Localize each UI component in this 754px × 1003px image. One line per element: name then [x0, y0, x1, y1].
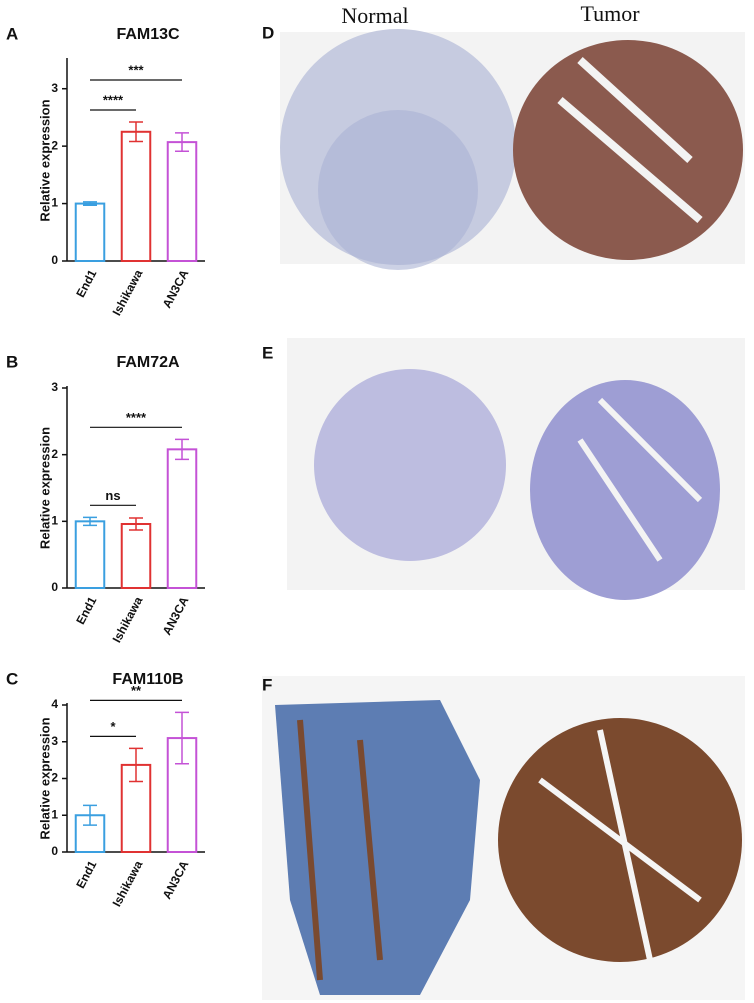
error-bar — [175, 438, 189, 461]
y-tick-label: 1 — [51, 514, 58, 528]
panel-label: D — [262, 23, 274, 42]
y-axis-label: Relative expression — [37, 427, 52, 549]
bar — [120, 523, 152, 589]
chart-title: FAM72A — [116, 354, 180, 371]
error-bar — [83, 516, 97, 527]
bar — [120, 130, 152, 262]
bar — [166, 141, 198, 263]
panel-label: B — [6, 352, 18, 371]
chart-title: FAM110B — [112, 671, 183, 688]
y-tick-label: 2 — [51, 771, 58, 785]
bar — [166, 448, 198, 590]
x-tick-label: Ishikawa — [110, 858, 146, 909]
histology-f — [262, 676, 745, 1000]
error-bar — [83, 201, 97, 207]
x-tick-label: End1 — [73, 858, 99, 891]
y-axis-label: Relative expression — [37, 99, 52, 221]
y-tick-label: 0 — [51, 844, 58, 858]
bar — [74, 520, 106, 589]
y-tick-label: 0 — [51, 580, 58, 594]
y-tick-label: 3 — [51, 734, 58, 748]
histology-d — [280, 29, 745, 270]
column-label: Tumor — [580, 1, 640, 26]
y-tick-label: 2 — [51, 447, 58, 461]
panel-label: E — [262, 343, 273, 362]
y-tick-label: 3 — [51, 380, 58, 394]
x-tick-label: AN3CA — [160, 594, 192, 637]
x-tick-label: AN3CA — [160, 267, 192, 310]
chart-title: FAM13C — [116, 26, 180, 43]
y-tick-label: 3 — [51, 81, 58, 95]
significance-label: ** — [131, 683, 142, 698]
x-tick-label: AN3CA — [160, 858, 192, 901]
y-tick-label: 0 — [51, 253, 58, 267]
error-bar — [175, 711, 189, 765]
panel-label: F — [262, 675, 272, 694]
significance-label: * — [110, 719, 116, 734]
x-tick-label: Ishikawa — [110, 267, 146, 318]
histology-e — [287, 338, 745, 600]
y-tick-label: 4 — [51, 697, 58, 711]
error-bar — [175, 132, 189, 153]
x-tick-label: End1 — [73, 267, 99, 300]
error-bar — [83, 804, 97, 826]
significance-label: ns — [105, 488, 120, 503]
significance-label: *** — [128, 62, 144, 77]
bar — [74, 202, 106, 262]
error-bar — [129, 121, 143, 143]
y-axis-label: Relative expression — [37, 717, 52, 839]
y-tick-label: 1 — [51, 807, 58, 821]
column-label: Normal — [341, 3, 408, 28]
y-tick-label: 2 — [51, 138, 58, 152]
error-bar — [129, 747, 143, 783]
significance-label: **** — [126, 410, 147, 425]
panel-label: A — [6, 24, 18, 43]
significance-label: **** — [103, 92, 124, 107]
x-tick-label: End1 — [73, 594, 99, 627]
x-tick-label: Ishikawa — [110, 594, 146, 645]
error-bar — [129, 517, 143, 531]
panel-label: C — [6, 669, 18, 688]
y-tick-label: 1 — [51, 196, 58, 210]
